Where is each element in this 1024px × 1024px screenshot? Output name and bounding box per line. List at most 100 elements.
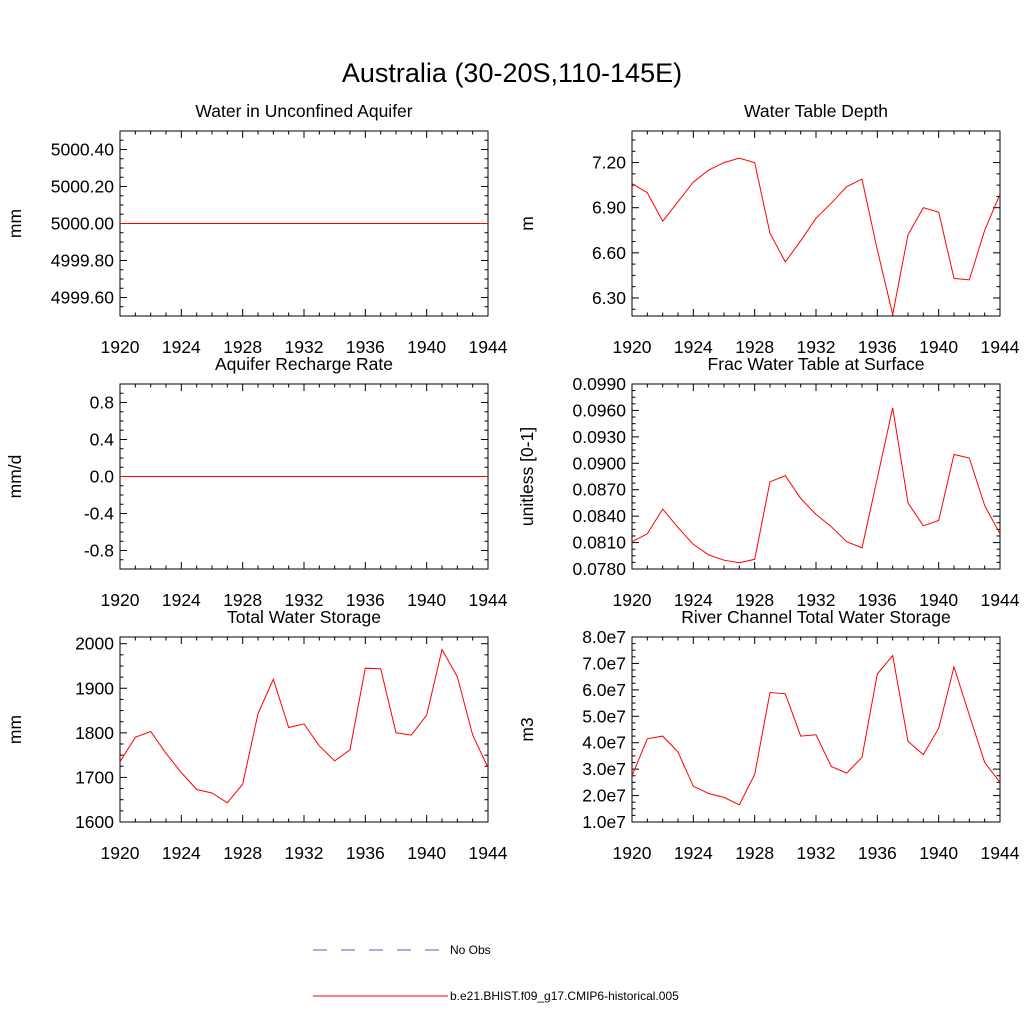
plot-frame bbox=[119, 636, 489, 823]
x-tick-label: 1944 bbox=[469, 843, 508, 863]
x-tick-label: 1944 bbox=[469, 590, 508, 610]
x-tick-label: 1932 bbox=[285, 337, 324, 357]
plot-frame bbox=[631, 383, 1001, 570]
x-tick-label: 1920 bbox=[101, 843, 140, 863]
x-tick-label: 1924 bbox=[674, 337, 713, 357]
x-tick-label: 1932 bbox=[285, 590, 324, 610]
x-tick-label: 1924 bbox=[674, 590, 713, 610]
series-line bbox=[631, 407, 1001, 564]
legend: No Obs b.e21.BHIST.f09_g17.CMIP6-histori… bbox=[313, 943, 679, 1003]
y-tick-label: 6.60 bbox=[592, 243, 626, 263]
x-tick-label: 1924 bbox=[162, 337, 201, 357]
x-tick-label: 1944 bbox=[469, 337, 508, 357]
y-tick-label: -0.4 bbox=[84, 504, 114, 524]
x-tick-label: 1928 bbox=[735, 843, 774, 863]
plot-frame bbox=[631, 130, 1001, 317]
x-tick-label: 1928 bbox=[735, 590, 774, 610]
chart-panel: Frac Water Table at Surface 1920 1924 1928 1… bbox=[517, 354, 1020, 610]
y-tick-label: 0.0960 bbox=[572, 400, 626, 420]
y-axis-label: mm/d bbox=[5, 455, 25, 499]
y-tick-label: 0.0810 bbox=[572, 533, 626, 553]
y-tick-label: 1700 bbox=[75, 767, 114, 787]
panel-title: Water Table Depth bbox=[744, 101, 888, 121]
y-tick-label: 6.30 bbox=[592, 288, 626, 308]
x-tick-label: 1940 bbox=[407, 590, 446, 610]
x-tick-label: 1940 bbox=[919, 590, 958, 610]
y-tick-label: 0.0900 bbox=[572, 453, 626, 473]
x-tick-label: 1936 bbox=[346, 337, 385, 357]
x-tick-label: 1920 bbox=[613, 843, 652, 863]
y-axis-label: mm bbox=[5, 715, 25, 744]
series-line bbox=[631, 157, 1001, 315]
y-tick-label: 2000 bbox=[75, 634, 114, 654]
series-line bbox=[631, 654, 1001, 806]
y-tick-label: 0.0870 bbox=[572, 480, 626, 500]
x-tick-label: 1940 bbox=[407, 843, 446, 863]
y-tick-label: 5000.40 bbox=[51, 140, 115, 160]
x-tick-label: 1936 bbox=[858, 590, 897, 610]
legend-obs-label: No Obs bbox=[450, 943, 491, 957]
x-tick-label: 1924 bbox=[162, 843, 201, 863]
chart-panel: Aquifer Recharge Rate 1920 1924 1928 1932 193… bbox=[5, 354, 508, 610]
y-tick-label: 6.90 bbox=[592, 198, 626, 218]
series-line bbox=[119, 648, 489, 804]
y-axis-label: m3 bbox=[517, 717, 537, 741]
y-tick-label: 0.0930 bbox=[572, 427, 626, 447]
x-tick-label: 1928 bbox=[223, 337, 262, 357]
x-tick-label: 1940 bbox=[919, 337, 958, 357]
y-tick-label: 3.0e7 bbox=[582, 759, 626, 779]
y-tick-label: 6.0e7 bbox=[582, 680, 626, 700]
y-tick-label: 4.0e7 bbox=[582, 733, 626, 753]
y-tick-label: 0.0780 bbox=[572, 559, 626, 579]
y-tick-label: 8.0e7 bbox=[582, 627, 626, 647]
y-tick-label: 0.4 bbox=[90, 430, 115, 450]
x-tick-label: 1936 bbox=[858, 843, 897, 863]
x-tick-label: 1936 bbox=[858, 337, 897, 357]
x-tick-label: 1928 bbox=[735, 337, 774, 357]
x-tick-label: 1944 bbox=[981, 590, 1020, 610]
x-tick-label: 1932 bbox=[797, 590, 836, 610]
y-tick-label: 5000.00 bbox=[51, 214, 115, 234]
y-tick-label: 1.0e7 bbox=[582, 812, 626, 832]
y-tick-label: -0.8 bbox=[84, 541, 114, 561]
x-tick-label: 1940 bbox=[407, 337, 446, 357]
y-tick-label: 0.0990 bbox=[572, 374, 626, 394]
y-tick-label: 4999.60 bbox=[51, 288, 115, 308]
x-tick-label: 1920 bbox=[101, 337, 140, 357]
y-tick-label: 5.0e7 bbox=[582, 706, 626, 726]
panel-title: Total Water Storage bbox=[227, 607, 381, 627]
x-tick-label: 1928 bbox=[223, 843, 262, 863]
x-tick-label: 1920 bbox=[613, 590, 652, 610]
panel-title: River Channel Total Water Storage bbox=[681, 607, 950, 627]
y-tick-label: 1600 bbox=[75, 812, 114, 832]
chart-panel: River Channel Total Water Storage 1920 192… bbox=[517, 607, 1020, 863]
y-tick-label: 0.0840 bbox=[572, 506, 626, 526]
x-tick-label: 1936 bbox=[346, 843, 385, 863]
plot-frame bbox=[631, 636, 1001, 823]
x-tick-label: 1940 bbox=[919, 843, 958, 863]
x-tick-label: 1924 bbox=[162, 590, 201, 610]
y-tick-label: 4999.80 bbox=[51, 251, 115, 271]
panel-title: Frac Water Table at Surface bbox=[708, 354, 925, 374]
y-tick-label: 1800 bbox=[75, 723, 114, 743]
y-tick-label: 1900 bbox=[75, 678, 114, 698]
x-tick-label: 1944 bbox=[981, 337, 1020, 357]
x-tick-label: 1932 bbox=[285, 843, 324, 863]
x-tick-label: 1928 bbox=[223, 590, 262, 610]
y-tick-label: 0.0 bbox=[90, 467, 115, 487]
figure-title: Australia (30-20S,110-145E) bbox=[342, 58, 682, 88]
chart-panel: Water in Unconfined Aquifer 1920 1924 1928 1… bbox=[5, 101, 508, 357]
x-tick-label: 1920 bbox=[101, 590, 140, 610]
x-tick-label: 1932 bbox=[797, 843, 836, 863]
y-tick-label: 2.0e7 bbox=[582, 786, 626, 806]
legend-model-label: b.e21.BHIST.f09_g17.CMIP6-historical.005 bbox=[450, 989, 679, 1003]
y-tick-label: 7.20 bbox=[592, 153, 626, 173]
y-tick-label: 0.8 bbox=[90, 393, 114, 413]
x-tick-label: 1920 bbox=[613, 337, 652, 357]
panel-title: Water in Unconfined Aquifer bbox=[195, 101, 412, 121]
y-tick-label: 5000.20 bbox=[51, 177, 115, 197]
chart-panel: Water Table Depth 1920 1924 1928 1932 1936 194… bbox=[517, 101, 1020, 357]
y-axis-label: unitless [0-1] bbox=[517, 427, 537, 526]
chart-panel: Total Water Storage 1920 1924 1928 1932 1936 1… bbox=[5, 607, 508, 863]
